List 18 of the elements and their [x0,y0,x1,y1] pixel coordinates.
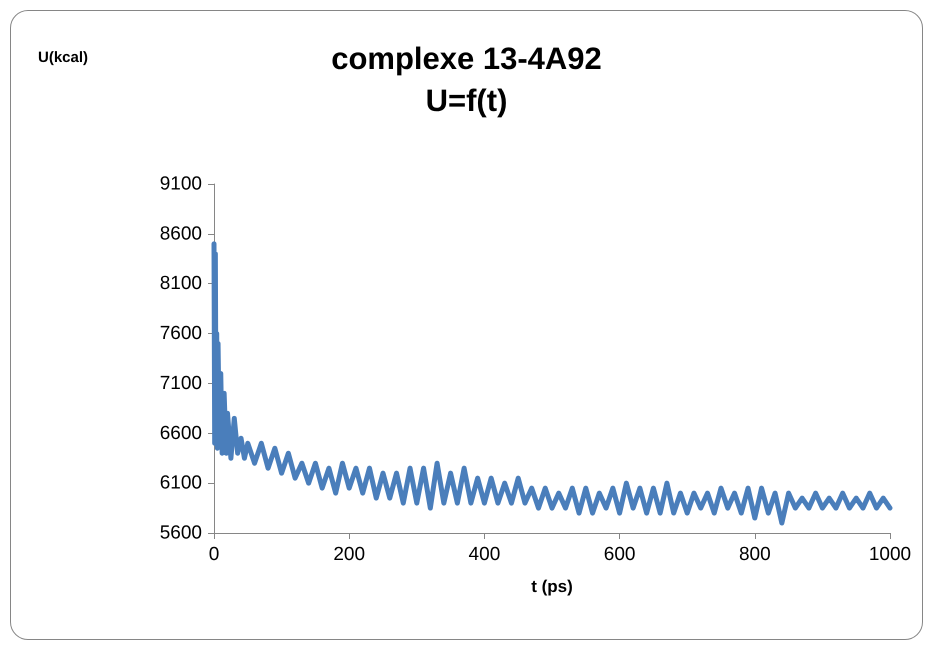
x-tick-label: 1000 [868,544,912,565]
y-tick-label: 8600 [160,223,202,244]
y-tick-label: 5600 [160,522,202,544]
x-axis-title: t (ps) [531,577,573,596]
x-tick-label: 200 [333,544,366,565]
y-tick-label: 8100 [160,273,202,294]
x-tick-label: 0 [208,544,220,565]
y-tick-label: 7600 [160,323,202,344]
y-tick-label: 9100 [160,174,202,194]
x-tick-label: 800 [738,544,771,565]
y-tick-label: 6600 [160,422,202,444]
y-tick-label: 6100 [160,472,202,494]
text: U(kcal) [38,49,88,66]
chart-subtitle: U=f(t) [426,83,508,118]
y-tick-label: 7100 [160,372,202,394]
x-tick-label: 600 [604,544,636,565]
chart-title: complexe 13-4A92 [331,41,602,76]
x-tick-label: 400 [468,544,500,565]
